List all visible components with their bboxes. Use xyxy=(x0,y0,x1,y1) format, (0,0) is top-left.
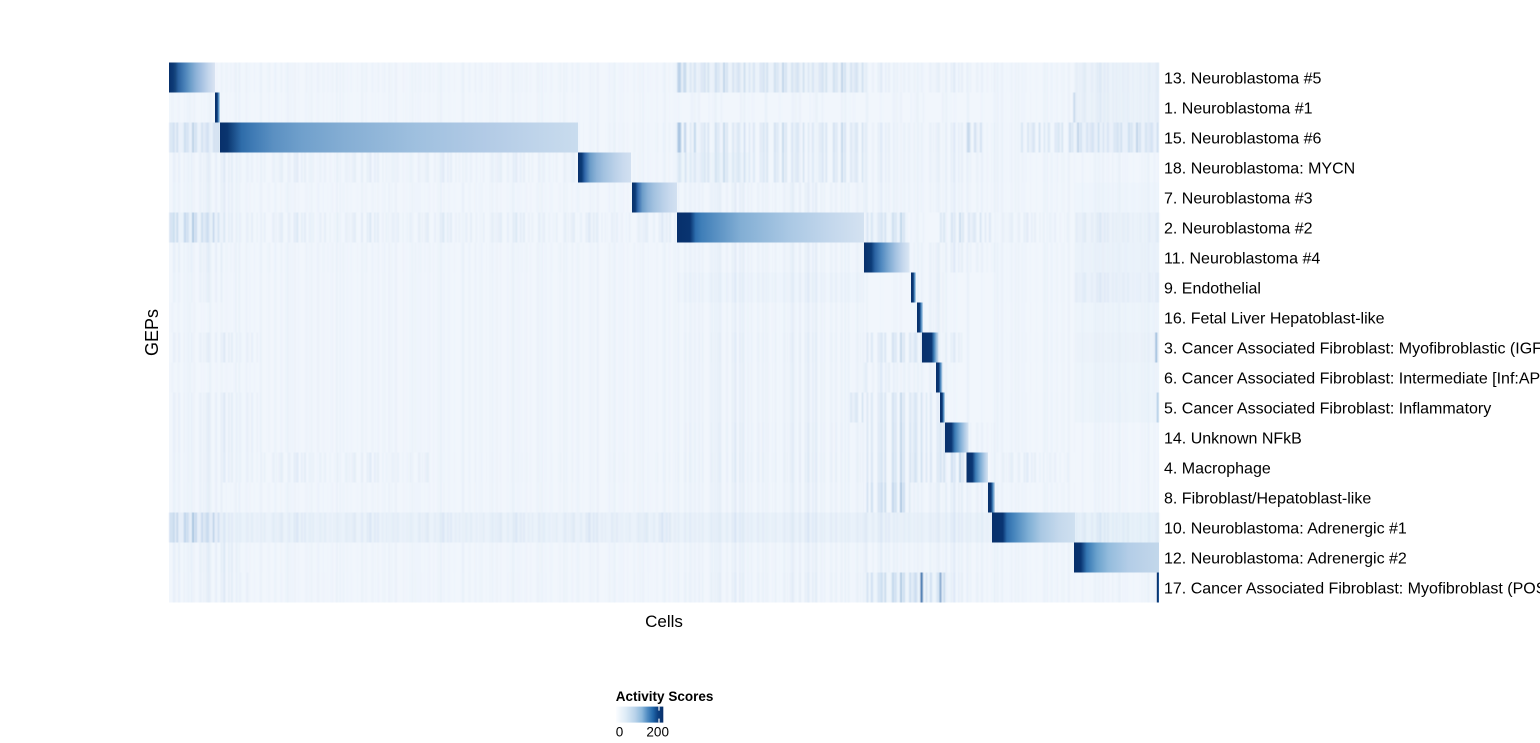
svg-text:12. Neuroblastoma: Adrenergic: 12. Neuroblastoma: Adrenergic #2 xyxy=(1164,550,1407,567)
svg-text:2. Neuroblastoma #2: 2. Neuroblastoma #2 xyxy=(1164,220,1313,237)
svg-text:18. Neuroblastoma: MYCN: 18. Neuroblastoma: MYCN xyxy=(1164,160,1355,177)
svg-text:16. Fetal Liver Hepatoblast-li: 16. Fetal Liver Hepatoblast-like xyxy=(1164,310,1385,327)
svg-text:8. Fibroblast/Hepatoblast-like: 8. Fibroblast/Hepatoblast-like xyxy=(1164,490,1371,507)
svg-text:10. Neuroblastoma: Adrenergic: 10. Neuroblastoma: Adrenergic #1 xyxy=(1164,520,1407,537)
svg-text:9. Endothelial: 9. Endothelial xyxy=(1164,280,1261,297)
svg-text:3. Cancer Associated Fibroblas: 3. Cancer Associated Fibroblast: Myofibr… xyxy=(1164,340,1540,357)
svg-text:13. Neuroblastoma #5: 13. Neuroblastoma #5 xyxy=(1164,70,1322,87)
svg-text:5. Cancer Associated Fibroblas: 5. Cancer Associated Fibroblast: Inflamm… xyxy=(1164,400,1491,417)
svg-text:1. Neuroblastoma #1: 1. Neuroblastoma #1 xyxy=(1164,100,1313,117)
svg-text:GEPs: GEPs xyxy=(142,309,162,356)
svg-text:7. Neuroblastoma #3: 7. Neuroblastoma #3 xyxy=(1164,190,1313,207)
svg-text:17. Cancer Associated Fibrobla: 17. Cancer Associated Fibroblast: Myofib… xyxy=(1164,580,1540,597)
svg-text:11. Neuroblastoma #4: 11. Neuroblastoma #4 xyxy=(1164,250,1320,267)
svg-text:4. Macrophage: 4. Macrophage xyxy=(1164,460,1271,477)
svg-text:0: 0 xyxy=(616,725,624,740)
svg-text:6. Cancer Associated Fibroblas: 6. Cancer Associated Fibroblast: Interme… xyxy=(1164,370,1540,387)
svg-text:14. Unknown NFkB: 14. Unknown NFkB xyxy=(1164,430,1302,447)
svg-text:15. Neuroblastoma #6: 15. Neuroblastoma #6 xyxy=(1164,130,1322,147)
svg-text:Activity Scores: Activity Scores xyxy=(616,689,714,704)
svg-text:Cells: Cells xyxy=(645,612,683,631)
svg-text:200: 200 xyxy=(646,725,669,740)
